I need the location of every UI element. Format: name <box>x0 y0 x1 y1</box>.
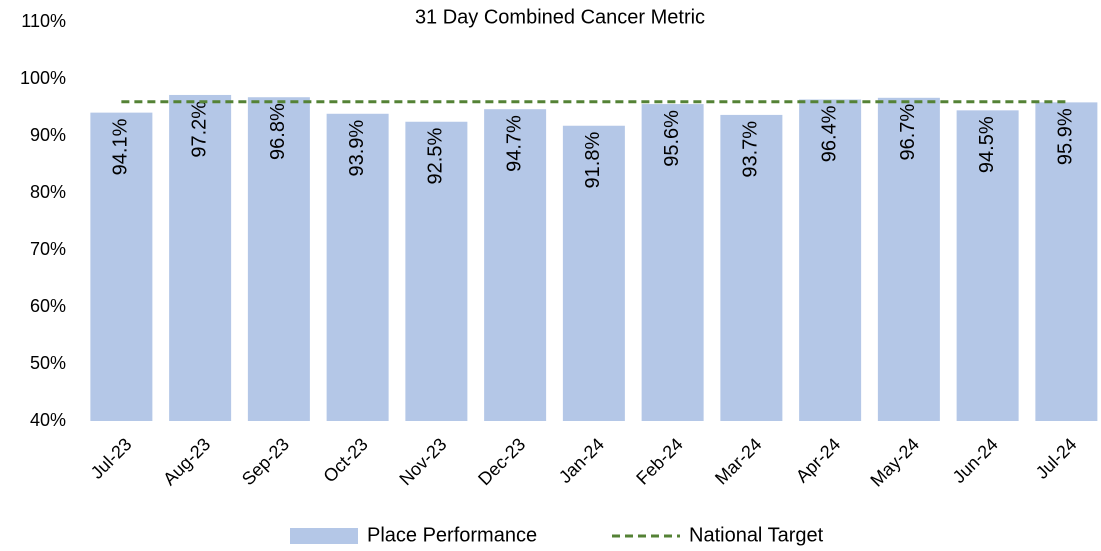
x-tick-label: Jan-24 <box>555 434 608 487</box>
x-tick-label: Feb-24 <box>632 434 686 488</box>
y-tick-label: 50% <box>30 353 66 373</box>
data-label: 96.8% <box>267 103 289 160</box>
bar <box>247 97 310 422</box>
bar <box>562 125 625 422</box>
data-label: 96.7% <box>897 104 919 161</box>
y-tick-label: 60% <box>30 296 66 316</box>
bar <box>405 121 468 421</box>
y-tick-label: 80% <box>30 182 66 202</box>
bar <box>799 99 862 422</box>
data-label: 97.2% <box>188 101 210 158</box>
x-tick-label: Jul-24 <box>1032 434 1081 483</box>
chart-title: 31 Day Combined Cancer Metric <box>415 6 705 28</box>
x-tick-label: Sep-23 <box>238 434 293 489</box>
x-tick-label: Jun-24 <box>949 434 1002 487</box>
y-tick-label: 70% <box>30 239 66 259</box>
legend-label: National Target <box>689 524 824 546</box>
legend-label: Place Performance <box>367 524 537 546</box>
data-label: 93.7% <box>740 121 762 178</box>
data-label: 95.6% <box>661 110 683 167</box>
x-tick-label: Nov-23 <box>395 434 450 489</box>
x-tick-label: May-24 <box>866 434 923 491</box>
legend-swatch <box>290 528 358 544</box>
data-label: 93.9% <box>346 120 368 177</box>
bar <box>956 110 1019 421</box>
data-label: 91.8% <box>582 132 604 189</box>
data-label: 94.5% <box>976 116 998 173</box>
y-tick-label: 90% <box>30 125 66 145</box>
y-tick-label: 100% <box>20 68 66 88</box>
bar <box>484 109 547 422</box>
bar <box>326 113 389 422</box>
data-label: 92.5% <box>425 128 447 185</box>
y-tick-label: 110% <box>21 11 66 31</box>
bar <box>90 112 153 421</box>
data-label: 95.9% <box>1055 108 1077 165</box>
x-tick-label: Oct-23 <box>319 434 371 486</box>
x-tick-label: Jul-23 <box>87 434 136 483</box>
data-label: 94.1% <box>110 118 132 175</box>
bar <box>720 114 783 421</box>
data-label: 94.7% <box>503 115 525 172</box>
x-tick-label: Apr-24 <box>792 434 844 486</box>
x-tick-label: Dec-23 <box>474 434 529 489</box>
bar <box>169 94 232 422</box>
x-tick-label: Mar-24 <box>711 434 765 488</box>
bar <box>1035 102 1098 422</box>
y-tick-label: 40% <box>30 410 66 430</box>
data-label: 96.4% <box>818 105 840 162</box>
bar <box>641 104 704 421</box>
x-tick-label: Aug-23 <box>159 434 214 489</box>
bar <box>877 97 940 421</box>
